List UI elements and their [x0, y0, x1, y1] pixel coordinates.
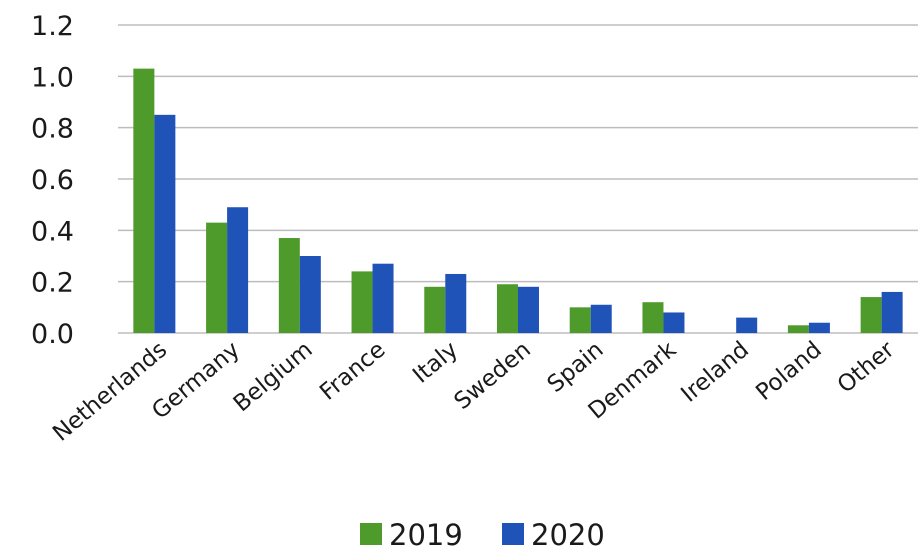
category-label-sweden: Sweden: [450, 337, 536, 415]
bar-2020-other: [881, 291, 903, 333]
y-tick-label-1: 0.2: [31, 268, 74, 299]
gridlines: [118, 24, 918, 334]
bar-2019-poland: [787, 325, 809, 333]
bars: [133, 68, 903, 333]
bar-2020-italy: [445, 273, 467, 333]
y-tick-label-6: 1.2: [31, 11, 74, 42]
legend-swatch-2019: [360, 523, 382, 545]
bar-2019-denmark: [642, 302, 664, 333]
bar-2019-france: [351, 271, 373, 333]
y-tick-label-3: 0.6: [31, 165, 74, 196]
category-label-italy: Italy: [408, 337, 463, 389]
bar-2020-germany: [227, 207, 249, 333]
bar-2020-poland: [808, 322, 830, 333]
bar-2019-germany: [206, 222, 228, 333]
category-label-poland: Poland: [751, 337, 827, 406]
bar-2020-denmark: [663, 312, 685, 333]
category-label-ireland: Ireland: [676, 337, 754, 408]
category-label-spain: Spain: [543, 337, 609, 398]
legend-label-2019: 2019: [389, 518, 463, 552]
legend: 2019 2020: [360, 518, 605, 552]
bar-2019-belgium: [278, 238, 300, 333]
category-label-other: Other: [833, 336, 900, 398]
legend-swatch-2020: [502, 523, 524, 545]
legend-label-2020: 2020: [531, 518, 605, 552]
bar-2020-spain: [590, 304, 612, 333]
y-tick-label-2: 0.4: [31, 216, 74, 247]
y-tick-label-0: 0.0: [31, 319, 74, 350]
bar-2019-sweden: [497, 284, 518, 333]
category-label-france: France: [315, 337, 390, 406]
category-label-belgium: Belgium: [229, 337, 318, 418]
y-tick-label-5: 1.0: [31, 62, 74, 93]
bar-2019-italy: [424, 286, 446, 333]
bar-2019-netherlands: [133, 68, 155, 333]
bar-2020-sweden: [518, 286, 539, 333]
bar-2019-other: [860, 297, 882, 333]
bar-2020-france: [372, 263, 394, 333]
bar-2019-spain: [569, 307, 591, 333]
y-axis-ticks: 0.0 0.2 0.4 0.6 0.8 1.0 1.2: [31, 11, 74, 350]
bar-2020-netherlands: [154, 114, 176, 333]
bar-2020-ireland: [736, 317, 758, 333]
category-label-netherlands: Netherlands: [48, 337, 172, 447]
y-tick-label-4: 0.8: [31, 114, 74, 145]
bar-2020-belgium: [299, 256, 321, 333]
